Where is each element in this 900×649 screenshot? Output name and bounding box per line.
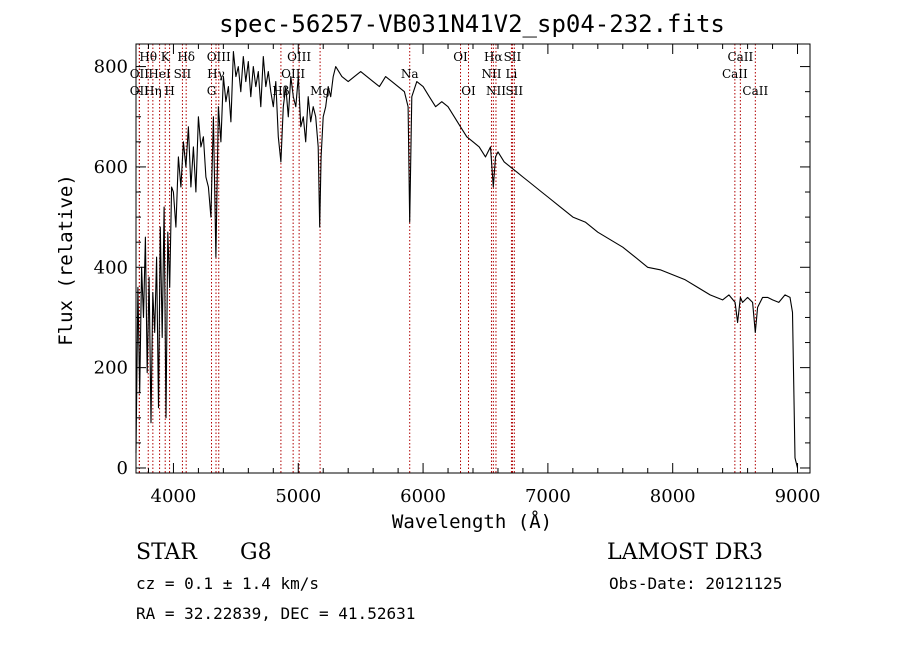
object-subclass: G8	[240, 540, 272, 565]
flux-line-0	[135, 50, 799, 469]
spectral-line-label: CaII	[722, 67, 748, 81]
survey-name: LAMOST DR3	[607, 540, 763, 565]
spectral-line-label: SII	[504, 50, 522, 64]
y-tick-label: 400	[94, 257, 128, 278]
chart-title: spec-56257-VB031N41V2_sp04-232.fits	[219, 10, 725, 38]
spectral-line-label: Hη	[144, 84, 162, 98]
spectral-line-label: Hα	[484, 50, 503, 64]
spectral-line-label: OII	[130, 67, 150, 81]
plot-frame	[135, 43, 811, 474]
spectral-line-label: Hθ	[139, 50, 157, 64]
x-axis-ticks: 4000 5000 6000 7000 8000 9000	[147, 44, 821, 507]
spectral-line-label: Hγ	[207, 67, 225, 81]
spectral-line-label: CaII	[742, 84, 768, 98]
spectral-line-label: OIII	[207, 50, 231, 64]
object-class: STAR	[136, 540, 198, 565]
spectral-line-label: NII	[481, 67, 501, 81]
spectral-line-label: Mg	[310, 84, 330, 98]
spectral-line-label: G	[207, 84, 217, 98]
flux-series	[135, 50, 799, 469]
x-tick-label: 4000	[151, 486, 197, 507]
spectral-line-label: OIII	[281, 67, 305, 81]
spectral-line-label: CaII	[727, 50, 753, 64]
spectral-line-label: OII	[130, 84, 150, 98]
x-tick-label: 7000	[525, 486, 571, 507]
spectral-line-label: Hδ	[177, 50, 195, 64]
x-tick-label: 6000	[400, 486, 446, 507]
spectral-line-label: NII	[486, 84, 506, 98]
redshift-value: cz = 0.1 ± 1.4 km/s	[136, 574, 319, 593]
obs-date: Obs-Date: 20121125	[609, 574, 782, 593]
x-tick-label: 9000	[775, 486, 821, 507]
spectral-line-label: OI	[461, 84, 476, 98]
spectral-line-label: SII	[174, 67, 192, 81]
info-panel: STAR G8 LAMOST DR3 cz = 0.1 ± 1.4 km/s O…	[136, 540, 782, 623]
y-axis-label: Flux (relative)	[55, 174, 77, 346]
spectral-line-label: Na	[401, 67, 419, 81]
spectral-line-label: Li	[506, 67, 518, 81]
y-tick-label: 0	[117, 458, 128, 479]
x-axis-label: Wavelength (Å)	[392, 510, 552, 533]
spectral-line-label: OI	[453, 50, 468, 64]
x-tick-label: 8000	[650, 486, 696, 507]
spectral-line-label: HeI	[148, 67, 171, 81]
spectral-line-label: H	[164, 84, 174, 98]
y-axis-ticks: 0 200 400 600 800	[94, 57, 810, 479]
y-tick-label: 600	[94, 157, 128, 178]
y-tick-label: 800	[94, 57, 128, 78]
x-tick-label: 5000	[275, 486, 321, 507]
spectral-line-label: SII	[505, 84, 523, 98]
spectral-line-label: OIII	[287, 50, 311, 64]
spectral-line-label: K	[161, 50, 171, 64]
spectral-line-markers	[138, 44, 756, 473]
y-tick-label: 200	[94, 358, 128, 379]
coordinates: RA = 32.22839, DEC = 41.52631	[136, 604, 415, 623]
